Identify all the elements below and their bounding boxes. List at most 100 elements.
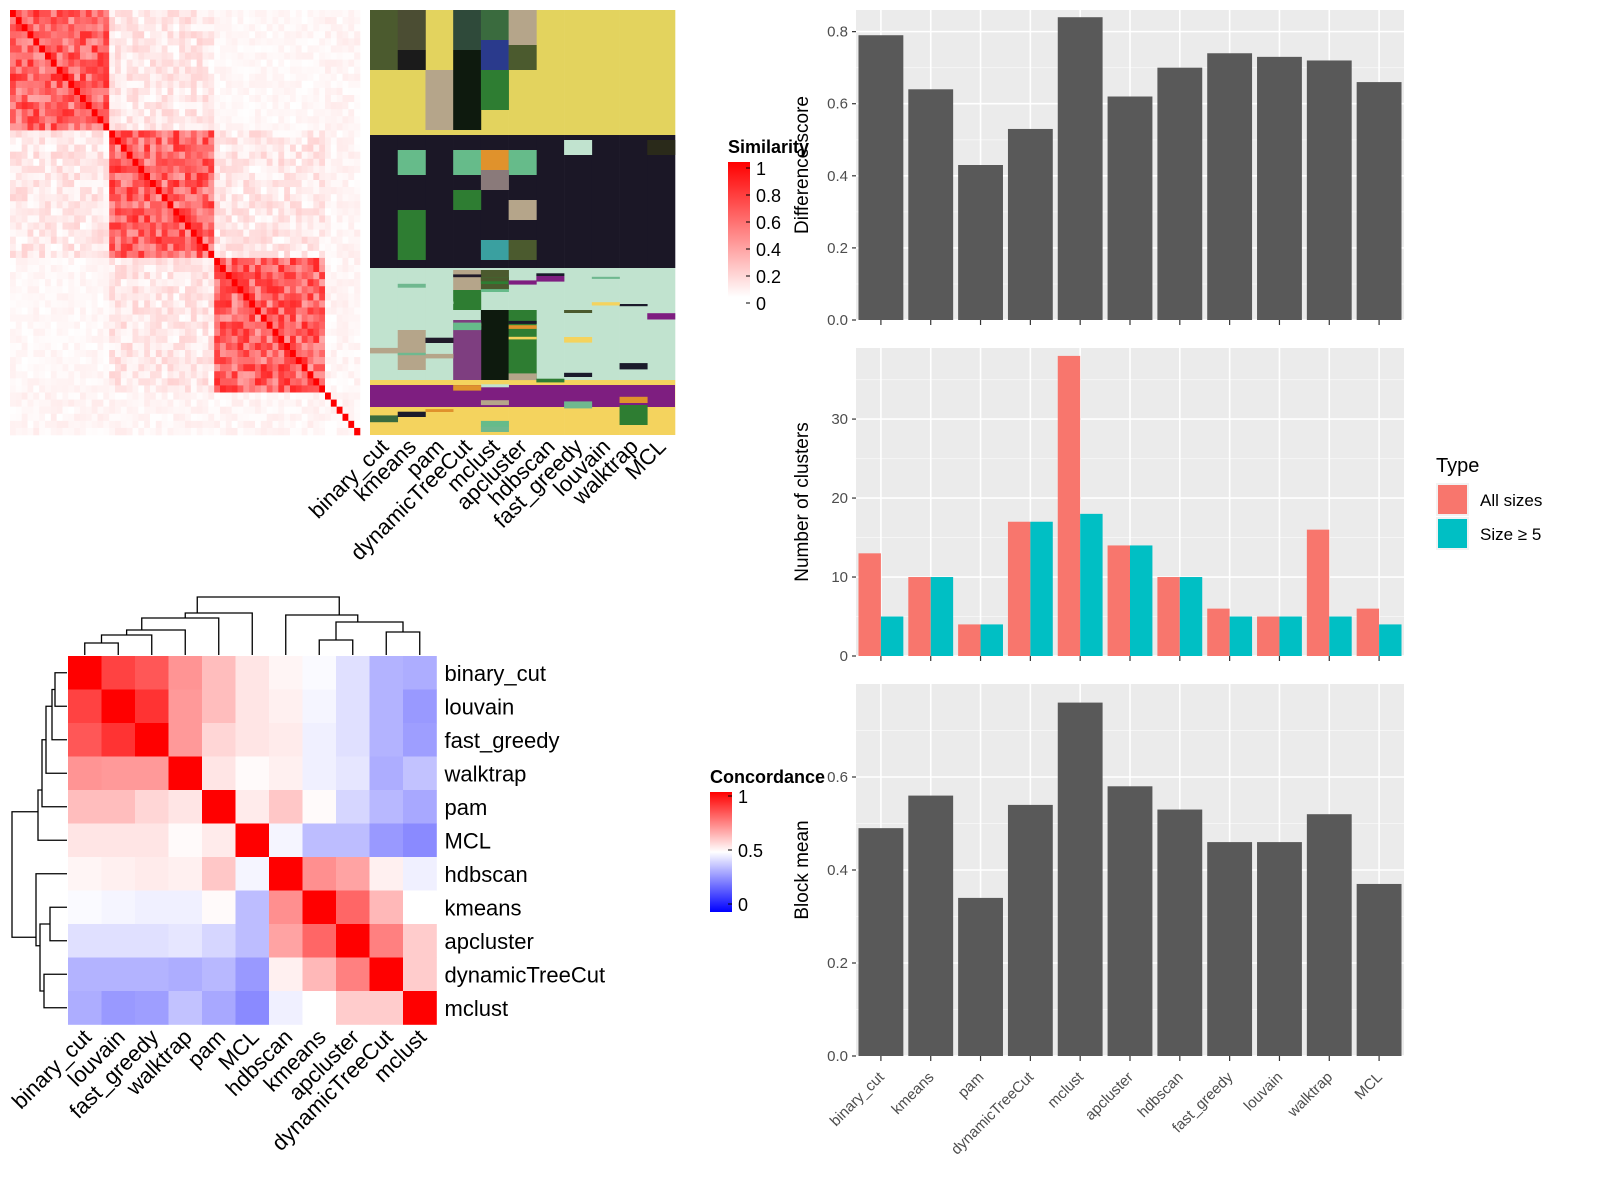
similarity-cell <box>278 52 285 60</box>
similarity-cell <box>342 38 349 46</box>
similarity-cell <box>161 265 168 273</box>
similarity-cell <box>272 392 279 400</box>
concordance-cell <box>101 823 136 858</box>
similarity-legend-title: Similarity <box>728 137 809 157</box>
similarity-cell <box>214 307 221 315</box>
similarity-cell <box>167 208 174 216</box>
concordance-cell <box>336 723 370 757</box>
similarity-cell <box>132 137 139 145</box>
similarity-cell <box>39 102 46 110</box>
similarity-cell <box>167 24 174 32</box>
similarity-cell <box>354 116 361 124</box>
similarity-cell <box>15 222 22 230</box>
similarity-cell <box>307 52 314 60</box>
similarity-cell <box>278 342 285 351</box>
label-stripe-small <box>397 283 426 288</box>
similarity-cell <box>33 357 40 365</box>
similarity-cell <box>179 172 186 181</box>
similarity-cell <box>301 73 308 82</box>
similarity-cell <box>325 172 332 181</box>
similarity-cell <box>173 123 180 131</box>
similarity-cell <box>237 158 244 167</box>
similarity-cell <box>39 236 46 245</box>
similarity-cell <box>179 187 186 195</box>
similarity-cell <box>62 250 69 259</box>
similarity-cell <box>155 17 162 25</box>
similarity-cell <box>97 293 104 301</box>
similarity-cell <box>56 399 63 407</box>
similarity-cell <box>290 342 297 351</box>
concordance-row-binary_cut: binary_cut <box>445 661 547 686</box>
similarity-cell <box>301 385 308 393</box>
similarity-cell <box>354 257 361 266</box>
similarity-cell <box>62 10 69 18</box>
similarity-cell <box>313 342 320 351</box>
similarity-cell <box>179 130 186 138</box>
similarity-cell <box>109 420 116 429</box>
similarity-cell <box>202 180 209 188</box>
similarity-cell <box>208 272 215 280</box>
similarity-cell <box>231 307 238 315</box>
similarity-cell <box>74 116 81 124</box>
similarity-cell <box>85 385 92 393</box>
similarity-cell <box>120 222 127 230</box>
similarity-cell <box>103 123 110 131</box>
similarity-cell <box>214 399 221 407</box>
similarity-cell <box>150 307 157 315</box>
similarity-cell <box>249 243 256 252</box>
label-segment <box>508 310 537 380</box>
similarity-cell <box>266 137 273 145</box>
similarity-cell <box>330 109 337 117</box>
similarity-cell <box>68 194 75 202</box>
similarity-cell <box>179 413 186 422</box>
similarity-cell <box>255 243 262 252</box>
similarity-cell <box>202 328 209 337</box>
similarity-cell <box>208 123 215 131</box>
similarity-cell <box>33 66 40 75</box>
similarity-cell <box>325 201 332 209</box>
similarity-cell <box>120 293 127 301</box>
similarity-cell <box>325 342 332 351</box>
similarity-cell <box>62 243 69 252</box>
similarity-cell <box>307 257 314 266</box>
similarity-cell <box>115 10 122 18</box>
similarity-cell <box>62 109 69 117</box>
similarity-cell <box>74 10 81 18</box>
similarity-cell <box>85 222 92 230</box>
similarity-cell <box>348 293 355 301</box>
concordance-row-fast_greedy: fast_greedy <box>445 728 560 753</box>
similarity-cell <box>330 116 337 124</box>
similarity-cell <box>85 10 92 18</box>
similarity-cell <box>68 24 75 32</box>
similarity-cell <box>179 357 186 365</box>
similarity-cell <box>173 17 180 25</box>
similarity-cell <box>185 116 192 124</box>
similarity-cell <box>85 229 92 237</box>
similarity-cell <box>196 335 203 344</box>
similarity-cell <box>266 194 273 202</box>
similarity-cell <box>266 335 273 344</box>
similarity-cell <box>50 102 57 110</box>
bar <box>1306 60 1352 320</box>
similarity-cell <box>243 194 250 202</box>
similarity-cell <box>319 180 326 188</box>
similarity-cell <box>231 385 238 393</box>
similarity-cell <box>190 102 197 110</box>
similarity-cell <box>255 208 262 216</box>
similarity-cell <box>237 286 244 294</box>
similarity-cell <box>15 208 22 216</box>
similarity-cell <box>202 243 209 252</box>
similarity-cell <box>249 406 256 415</box>
similarity-cell <box>45 286 52 294</box>
similarity-cell <box>290 87 297 96</box>
similarity-cell <box>126 80 133 89</box>
label-stripe <box>370 385 675 407</box>
similarity-cell <box>301 229 308 237</box>
similarity-cell <box>190 158 197 167</box>
similarity-cell <box>62 286 69 294</box>
similarity-cell <box>225 307 232 315</box>
similarity-cell <box>319 293 326 301</box>
similarity-cell <box>202 109 209 117</box>
similarity-cell <box>272 279 279 287</box>
